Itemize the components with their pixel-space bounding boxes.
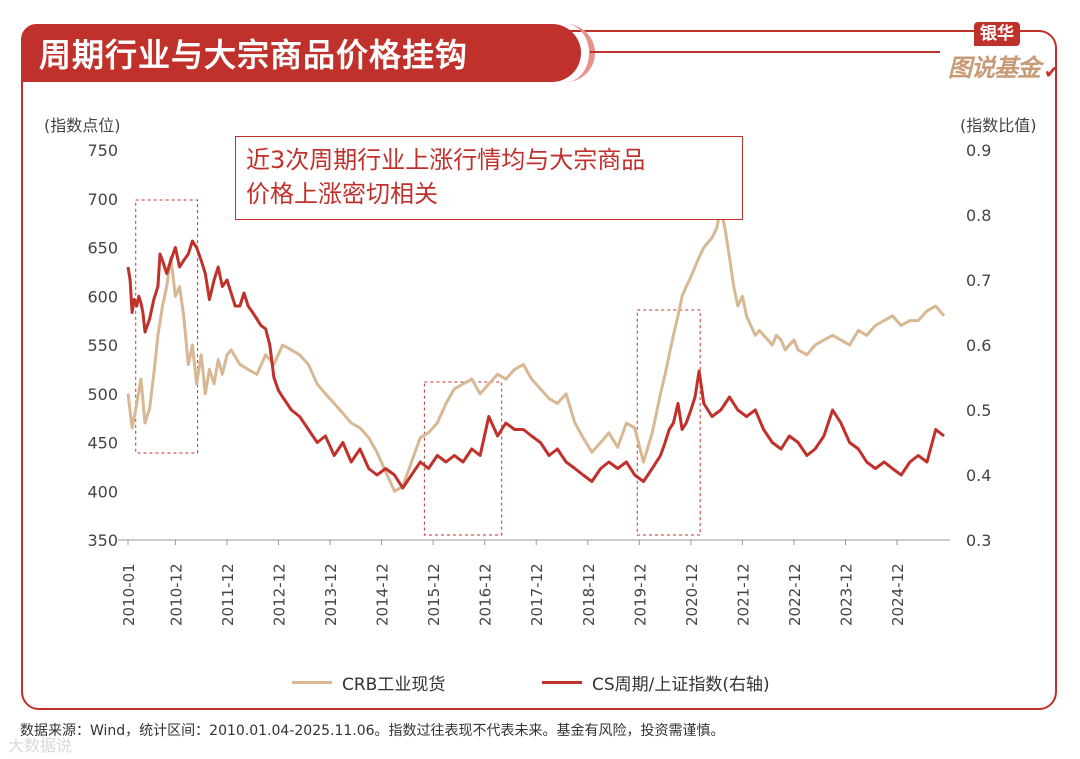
annotation-box: 近3次周期行业上涨行情均与大宗商品 价格上涨密切相关: [235, 136, 743, 220]
right-tick-label: 0.4: [966, 466, 991, 485]
left-tick-label: 700: [87, 190, 118, 209]
right-tick-label: 0.5: [966, 401, 991, 420]
x-tick-label: 2023-12: [838, 563, 856, 626]
x-tick-label: 2020-12: [683, 563, 701, 626]
series-line-crb: [126, 207, 946, 493]
left-tick-label: 750: [87, 141, 118, 160]
x-tick-label: 2019-12: [631, 563, 649, 626]
left-tick-label: 350: [87, 531, 118, 550]
annotation-line-2: 价格上涨密切相关: [246, 180, 438, 208]
series-line-cs: [126, 239, 945, 490]
x-tick-label: 2021-12: [734, 563, 752, 626]
page-title: 周期行业与大宗商品价格挂钩: [39, 36, 469, 74]
left-tick-label: 650: [87, 239, 118, 258]
x-tick-label: 2022-12: [786, 563, 804, 626]
right-axis-unit: (指数比值): [960, 116, 1037, 135]
x-tick-label: 2013-12: [322, 563, 340, 626]
x-tick-label: 2012-12: [271, 563, 289, 626]
left-tick-label: 450: [87, 434, 118, 453]
left-tick-label: 550: [87, 336, 118, 355]
check-icon: ✔: [1044, 62, 1060, 83]
x-tick-label: 2015-12: [425, 563, 443, 626]
x-tick-label: 2010-01: [120, 563, 138, 626]
highlight-period-box: [636, 309, 701, 536]
brand-bottom-text: 图说基金: [948, 54, 1041, 82]
x-tick-label: 2018-12: [580, 563, 598, 626]
x-tick-label: 2011-12: [219, 563, 237, 626]
right-tick-label: 0.7: [966, 271, 991, 290]
legend-label-crb: CRB工业现货: [342, 675, 446, 695]
right-tick-label: 0.3: [966, 531, 991, 550]
x-tick-label: 2014-12: [374, 563, 392, 626]
brand-top-text: 银华: [974, 22, 1020, 46]
right-tick-label: 0.8: [966, 206, 991, 225]
legend-item-crb: CRB工业现货: [292, 670, 445, 695]
legend-item-cs: CS周期/上证指数(右轴): [542, 670, 770, 695]
legend-swatch-cs: [542, 681, 582, 684]
highlight-period-box: [135, 199, 199, 454]
title-rule: [590, 51, 940, 53]
legend-label-cs: CS周期/上证指数(右轴): [592, 675, 770, 695]
right-tick-label: 0.6: [966, 336, 991, 355]
footnote: 数据来源：Wind，统计区间：2010.01.04-2025.11.06。指数过…: [20, 723, 725, 739]
watermark: 大数据说: [8, 736, 73, 755]
x-tick-label: 2017-12: [528, 563, 546, 626]
highlight-period-box: [423, 381, 503, 536]
title-banner: 周期行业与大宗商品价格挂钩: [21, 24, 595, 82]
left-tick-label: 600: [87, 287, 118, 306]
left-axis-unit: (指数点位): [44, 116, 121, 135]
left-tick-label: 500: [87, 385, 118, 404]
x-tick-label: 2010-12: [167, 563, 185, 626]
x-tick-label: 2016-12: [477, 563, 495, 626]
brand-logo: 银华 图说基金 ✔: [948, 22, 1063, 83]
right-tick-label: 0.9: [966, 141, 991, 160]
annotation-line-1: 近3次周期行业上涨行情均与大宗商品: [246, 146, 646, 174]
legend-swatch-crb: [292, 681, 332, 684]
x-tick-label: 2024-12: [889, 563, 907, 626]
left-tick-label: 400: [87, 482, 118, 501]
